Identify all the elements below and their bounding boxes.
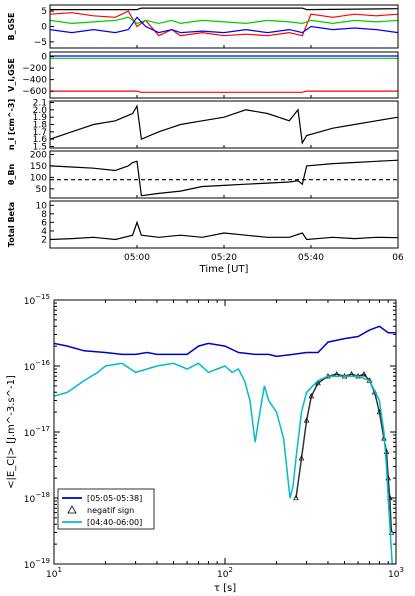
y-tick-label: 1.6 — [33, 135, 48, 145]
y-tick-label: 2.1 — [33, 98, 47, 108]
y-tick-label: 10 — [36, 201, 48, 211]
x-tick-label: 05:40 — [298, 253, 324, 263]
y-tick-label: 200 — [30, 150, 47, 160]
marker-triangle — [293, 494, 299, 501]
panel-0: 5 0 −5 B_GSE — [7, 4, 399, 49]
y-tick-label: 6 — [41, 218, 47, 228]
series-line-0-0 — [49, 10, 399, 37]
legend: [05:05-05:38] negatif sign [04:40-06:00] — [57, 488, 155, 530]
y-tick-label: 1.7 — [33, 128, 47, 138]
y-tick-label: 50 — [36, 185, 48, 195]
y-axis-label: n_i [cm^-3] — [7, 99, 16, 150]
x-tick-label: 06 — [392, 253, 404, 263]
y-axis-label: B_GSE — [7, 13, 16, 41]
y-tick-label: 8 — [41, 210, 47, 220]
series-line-2 — [54, 362, 396, 564]
legend-label: [05:05-05:38] — [87, 494, 142, 503]
series-line-3-0 — [49, 159, 399, 197]
y-axis-label: V_i,GSE — [7, 58, 16, 92]
y-tick-label: 10−16 — [24, 359, 51, 373]
series-line-0 — [54, 325, 396, 358]
marker-triangle — [303, 417, 310, 423]
y-axis-label: θ_Bn — [7, 164, 16, 186]
y-tick-label: 2.0 — [33, 106, 48, 116]
y-tick-label: 0 — [41, 53, 47, 63]
series-line-0-3 — [50, 7, 399, 11]
x-tick-label: 05:20 — [211, 253, 237, 263]
y-tick-label: 10−18 — [24, 491, 50, 505]
panel-1: 0−200 −400−600 V_i,GSE — [7, 51, 399, 99]
x-tick-label: 103 — [388, 566, 404, 580]
panel-2: 2.12.01.91.81.71.61.5 n_i [cm^-3] — [7, 98, 399, 153]
y-tick-label: 0 — [41, 23, 47, 33]
series-line-2-0 — [49, 104, 399, 145]
x-axis-label: τ [s] — [214, 583, 236, 594]
marker-triangle — [361, 370, 367, 377]
legend-label: negatif sign — [87, 506, 134, 515]
series-line-1-2 — [50, 90, 398, 93]
y-tick-label: 1.9 — [33, 113, 48, 123]
y-tick-label: −5 — [34, 38, 47, 48]
series-line-0-2 — [49, 16, 399, 34]
panel-frame — [49, 150, 399, 199]
y-tick-label: 4 — [41, 227, 47, 237]
y-tick-label: 1.8 — [33, 121, 48, 131]
panel-frame — [49, 200, 399, 249]
series-line-0-1 — [49, 16, 399, 25]
y-tick-label: 2 — [41, 235, 47, 245]
x-tick-label: 102 — [217, 566, 233, 580]
y-tick-label: 10−19 — [24, 557, 50, 571]
y-tick-label: −400 — [22, 76, 47, 86]
marker-triangle — [315, 379, 321, 386]
marker-triangle — [298, 454, 305, 461]
y-tick-label: −600 — [22, 87, 47, 97]
y-tick-label: 100 — [30, 173, 47, 183]
y-tick-label: 10−15 — [24, 293, 50, 307]
time-series-panels: 50−5B_GSE0−200−400−600V_i,GSE2.12.01.91.… — [7, 4, 404, 275]
y-axis-label: <|E_C|> [J.m^-3.s^-1] — [6, 375, 17, 489]
y-tick-label: 5 — [41, 7, 47, 17]
panel-frame — [49, 4, 399, 49]
x-tick-label: 05:00 — [124, 253, 150, 263]
y-tick-label: 150 — [30, 162, 47, 172]
legend-marker — [67, 505, 77, 514]
y-tick-label: 1.5 — [33, 143, 47, 153]
plot-area — [54, 325, 396, 564]
x-axis-label: Time [UT] — [199, 264, 249, 275]
y-tick-label: −200 — [22, 64, 47, 74]
series-line-4-0 — [49, 220, 399, 241]
y-axis-label: Total Beta — [7, 202, 16, 247]
y-tick-label: 10−17 — [24, 425, 50, 439]
marker-triangle — [308, 392, 315, 399]
x-tick-label: 101 — [46, 566, 62, 580]
legend-label: [04:40-06:00] — [87, 518, 142, 527]
panel-frame — [49, 100, 399, 149]
